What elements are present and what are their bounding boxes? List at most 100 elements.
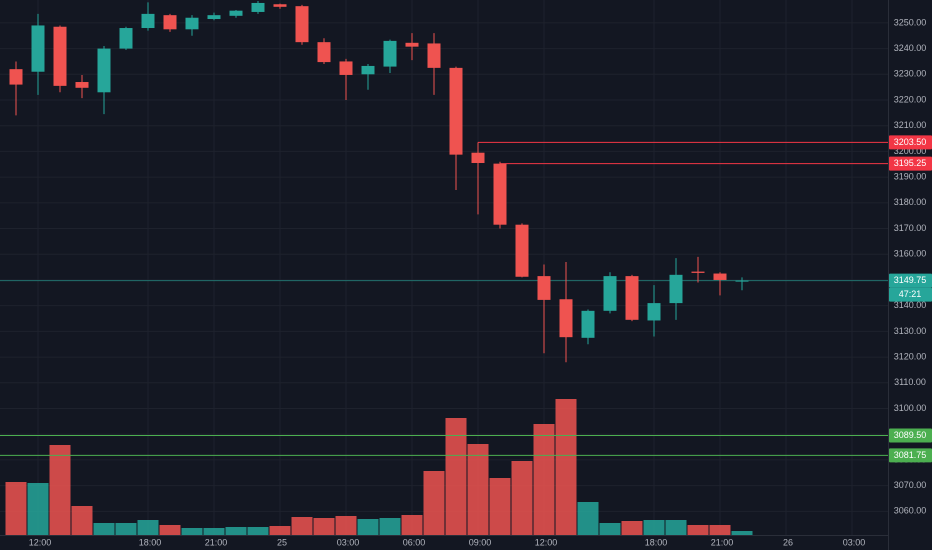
volume-bar: [467, 444, 489, 535]
last-price-label-box: [889, 273, 932, 288]
y-tick-label: 3060.00: [894, 506, 927, 516]
y-tick-label: 3100.00: [894, 403, 927, 413]
volume-bar: [577, 502, 599, 535]
volume-bar: [489, 478, 511, 535]
x-tick-label: 18:00: [139, 537, 162, 547]
candle-body: [603, 276, 617, 311]
y-tick-label: 3170.00: [894, 223, 927, 233]
x-tick-label: 06:00: [403, 537, 426, 547]
countdown-label-box: [889, 287, 932, 302]
volume-bar: [137, 520, 159, 535]
x-tick-label: 18:00: [645, 537, 668, 547]
y-tick-label: 3250.00: [894, 17, 927, 27]
candle-body: [53, 26, 67, 86]
candle-body: [735, 280, 749, 282]
y-tick-label: 3160.00: [894, 249, 927, 259]
volume-bar: [269, 526, 291, 535]
volume-bar: [445, 418, 467, 535]
candle-body: [251, 2, 265, 12]
last-price-label: 3149.75: [894, 275, 927, 285]
price-line-label: 3203.50: [894, 137, 927, 147]
candle-body: [185, 17, 199, 30]
volume-bar: [93, 523, 115, 535]
candle-body: [405, 42, 419, 47]
volume-bar: [555, 399, 577, 535]
y-tick-label: 3240.00: [894, 43, 927, 53]
y-tick-label: 3130.00: [894, 326, 927, 336]
countdown-label: 47:21: [899, 289, 922, 299]
x-tick-label: 25: [277, 537, 287, 547]
candle-body: [273, 4, 287, 7]
volume-bar: [203, 528, 225, 535]
candle-body: [295, 6, 309, 43]
candle-body: [537, 276, 551, 300]
x-tick-label: 03:00: [843, 537, 866, 547]
volume-bar: [71, 506, 93, 535]
candle-body: [31, 25, 45, 72]
volume-bar: [621, 521, 643, 535]
y-tick-label: 3230.00: [894, 69, 927, 79]
x-tick-label: 09:00: [469, 537, 492, 547]
y-tick-label: 3210.00: [894, 120, 927, 130]
price-line-label: 3081.75: [894, 450, 927, 460]
price-line-label-box: [889, 135, 932, 150]
y-tick-label: 3220.00: [894, 94, 927, 104]
candle-body: [515, 224, 529, 277]
x-tick-label: 12:00: [29, 537, 52, 547]
candle-body: [207, 15, 221, 20]
volume-bar: [159, 525, 181, 535]
volume-bar: [181, 528, 203, 535]
volume-bar: [49, 445, 71, 535]
candle-body: [75, 82, 89, 88]
y-tick-label: 3120.00: [894, 351, 927, 361]
x-tick-label: 26: [783, 537, 793, 547]
volume-bar: [379, 518, 401, 535]
y-tick-label: 3180.00: [894, 197, 927, 207]
y-tick-label: 3190.00: [894, 172, 927, 182]
candle-body: [493, 163, 507, 225]
volume-bar: [665, 520, 687, 535]
volume-bar: [423, 471, 445, 535]
volume-bar: [115, 523, 137, 535]
volume-bar: [27, 483, 49, 535]
candle-body: [97, 48, 111, 93]
volume-bar: [5, 482, 27, 535]
price-line-label-box: [889, 428, 932, 443]
price-line-label-box: [889, 448, 932, 463]
volume-bar: [225, 527, 247, 535]
price-line-label: 3089.50: [894, 430, 927, 440]
volume-bar: [401, 515, 423, 535]
x-tick-label: 21:00: [205, 537, 228, 547]
candle-body: [383, 40, 397, 67]
candle-body: [449, 67, 463, 155]
volume-bar: [511, 461, 533, 535]
x-tick-label: 12:00: [535, 537, 558, 547]
candle-body: [317, 42, 331, 63]
volume-bar: [687, 525, 709, 535]
volume-bar: [731, 531, 753, 535]
candle-body: [713, 273, 727, 280]
candle-body: [339, 61, 353, 75]
candle-body: [581, 310, 595, 338]
candle-body: [361, 65, 375, 75]
volume-bar: [599, 523, 621, 535]
candle-body: [119, 28, 133, 49]
candle-body: [427, 43, 441, 68]
y-tick-label: 3110.00: [894, 377, 926, 387]
volume-bar: [533, 424, 555, 535]
candle-body: [141, 13, 155, 29]
candle-body: [669, 274, 683, 304]
volume-bar: [709, 525, 731, 535]
x-tick-label: 03:00: [337, 537, 360, 547]
y-tick-label: 3200.00: [894, 146, 927, 156]
y-tick-label: 3070.00: [894, 480, 927, 490]
candle-body: [9, 69, 23, 85]
candle-body: [625, 276, 639, 320]
volume-bar: [313, 518, 335, 535]
candle-body: [229, 10, 243, 16]
candle-body: [471, 152, 485, 163]
price-line-label: 3195.25: [894, 158, 927, 168]
volume-bar: [643, 520, 665, 535]
